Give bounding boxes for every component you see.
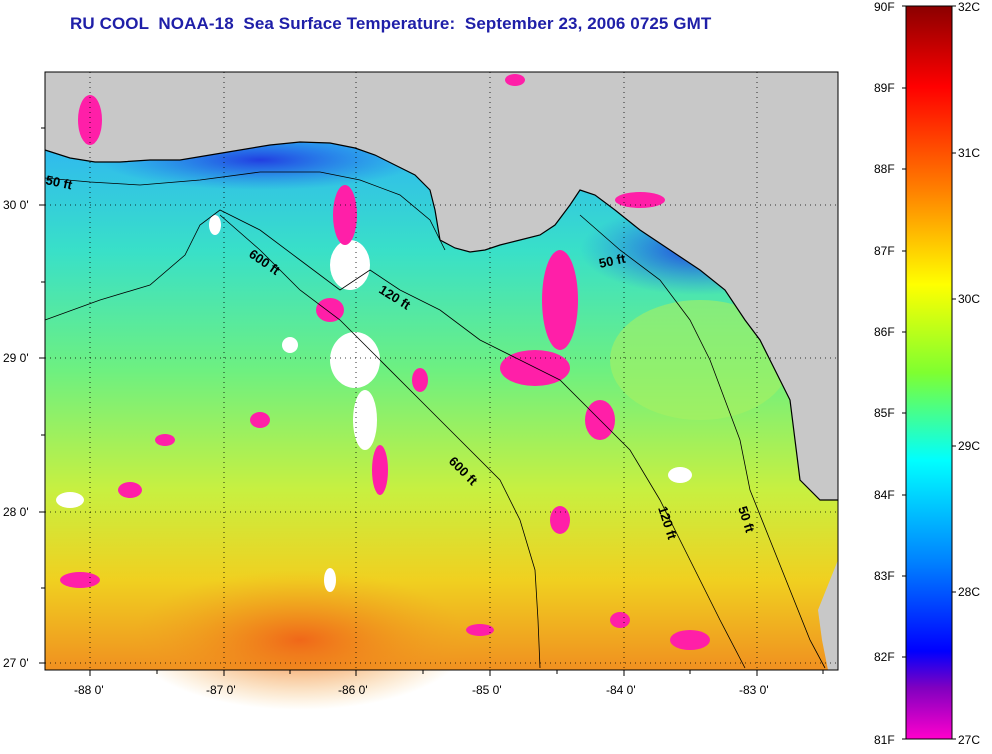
tick-marks [39,127,824,676]
contour-label: 50 ft [598,251,628,271]
lon-label: -88 0' [74,683,104,697]
colorbar-f-label: 81F [874,733,895,747]
colorbar: 90F 89F 88F 87F 86F 85F 84F 83F 82F 81F … [840,0,992,754]
lon-label: -85 0' [472,683,502,697]
graticule [45,72,838,670]
land-southeast [818,560,838,670]
lon-label: -84 0' [606,683,636,697]
colorbar-f-label: 89F [874,81,895,95]
warm-region [130,570,470,710]
sst-map: -88 0' -87 0' -86 0' -85 0' -84 0' -83 0… [3,71,839,710]
map-frame [44,71,839,671]
lon-label: -83 0' [739,683,769,697]
colorbar-gradient [905,5,953,740]
lat-label: 28 0' [3,505,29,519]
colorbar-f-label: 82F [874,650,895,664]
lon-label: -86 0' [338,683,368,697]
contour-50ft [44,171,446,251]
colorbar-f-label: 90F [874,0,895,14]
depth-contours [44,171,826,669]
cloud-patches [56,215,692,592]
colorbar-f-label: 87F [874,244,895,258]
cold-patches [60,74,710,650]
contour-600ft [219,214,541,669]
coastline [44,141,838,501]
colorbar-f-label: 84F [874,488,895,502]
chart-title: RU COOL NOAA-18 Sea Surface Temperature:… [70,14,712,33]
longitude-labels: -88 0' -87 0' -86 0' -85 0' -84 0' -83 0… [74,683,769,697]
colorbar-f-label: 88F [874,162,895,176]
lat-label: 30 0' [3,198,29,212]
colorbar-c-label: 27C [958,733,981,747]
colorbar-c-label: 31C [958,146,981,160]
contour-label: 50 ft [44,172,74,192]
colorbar-c-label: 32C [958,0,981,14]
land-north [45,72,838,500]
colorbar-f-label: 83F [874,569,895,583]
colorbar-c-label: 29C [958,439,981,453]
colorbar-f-label: 86F [874,325,895,339]
latitude-labels: 30 0' 29 0' 28 0' 27 0' [3,198,29,670]
lat-label: 27 0' [3,656,29,670]
colorbar-c-label: 30C [958,292,981,306]
colorbar-c-label: 28C [958,585,981,599]
map-canvas: -88 0' -87 0' -86 0' -85 0' -84 0' -83 0… [3,71,839,710]
lon-label: -87 0' [206,683,236,697]
contour-120ft [44,209,746,669]
colorbar-svg [902,5,956,740]
colorbar-ticks [902,5,956,740]
colorbar-f-label: 85F [874,406,895,420]
contour-50ft-east [579,214,826,669]
lat-label: 29 0' [3,351,29,365]
warm-region [610,300,790,420]
